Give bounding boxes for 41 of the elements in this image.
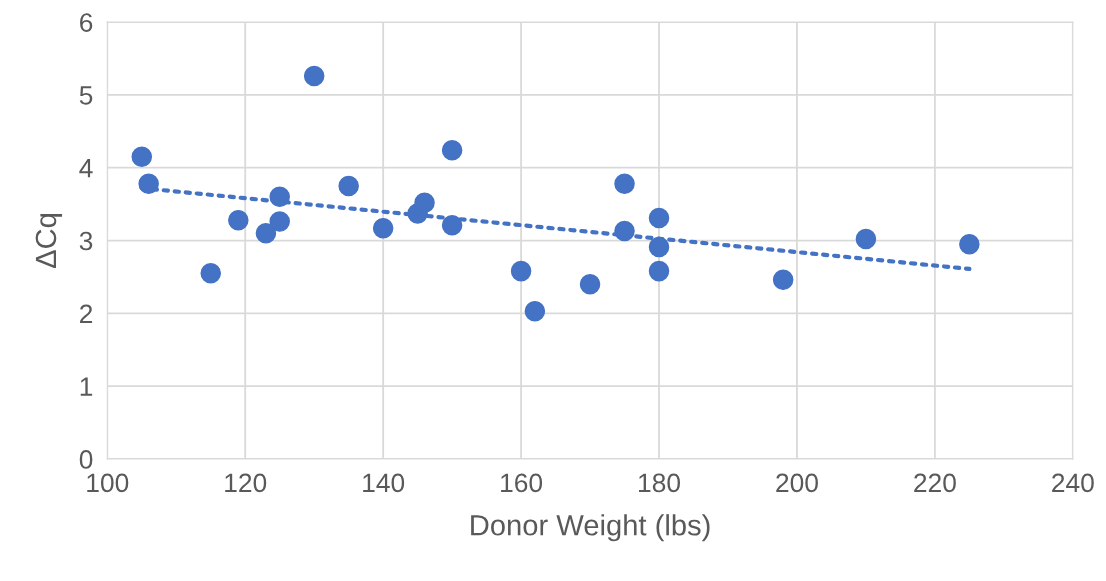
point — [228, 209, 249, 231]
y-tick-label: 5 — [79, 86, 93, 105]
x-tick-label: 120 — [225, 473, 267, 493]
point — [524, 300, 546, 322]
point — [414, 192, 435, 213]
point — [131, 146, 153, 168]
point — [772, 269, 794, 291]
point — [579, 273, 601, 295]
point — [269, 211, 290, 232]
x-tick-label: 200 — [776, 473, 818, 493]
point — [441, 214, 463, 236]
y-tick-label: 3 — [79, 231, 93, 251]
y-tick-label: 1 — [80, 377, 93, 396]
x-tick-label: 160 — [501, 473, 543, 493]
point — [338, 175, 359, 197]
point — [510, 260, 532, 282]
point — [614, 220, 635, 242]
x-tick-label: 220 — [914, 473, 956, 493]
y-tick-label: 2 — [80, 304, 93, 323]
point — [614, 173, 635, 195]
y-axis-title: ΔCq — [35, 214, 63, 269]
point — [648, 207, 670, 229]
point — [255, 222, 277, 244]
point — [648, 260, 670, 282]
point — [441, 139, 463, 161]
x-tick-label: 140 — [363, 473, 405, 493]
point — [138, 173, 159, 195]
x-tick-label: 240 — [1052, 473, 1094, 493]
point — [648, 236, 670, 258]
x-tick-label: 180 — [639, 473, 680, 493]
x-tick-label: 100 — [87, 473, 129, 493]
point — [959, 233, 980, 255]
point — [855, 228, 877, 250]
point — [200, 263, 221, 284]
x-axis-title: Donor Weight (lbs) — [471, 514, 710, 542]
y-tick-label: 0 — [79, 450, 93, 469]
point — [269, 186, 290, 208]
point — [303, 65, 325, 87]
point — [372, 217, 394, 239]
y-tick-label: 4 — [79, 159, 93, 178]
y-tick-label: 6 — [80, 13, 93, 32]
